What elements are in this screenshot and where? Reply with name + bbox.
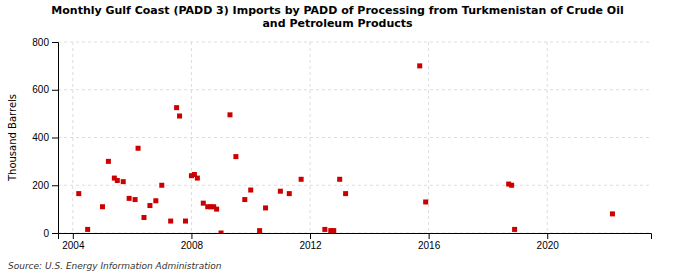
- y-axis-line: [52, 43, 59, 234]
- x-tick-label: 2020: [537, 240, 560, 251]
- x-tick: 2016: [418, 233, 441, 251]
- y-grid-line: [58, 42, 651, 43]
- x-tick-label: 2012: [299, 240, 322, 251]
- point: [257, 228, 262, 233]
- x-tick: 2020: [537, 233, 560, 251]
- point: [331, 228, 336, 233]
- point: [106, 159, 111, 164]
- point: [195, 176, 200, 181]
- y-tick-label: 200: [32, 180, 49, 191]
- x-tick-mark: [547, 233, 548, 239]
- x-grid-line: [310, 42, 311, 233]
- point: [133, 197, 138, 202]
- y-axis: 0 200 400 600 800: [32, 37, 58, 239]
- point: [509, 183, 514, 188]
- y-tick-mark: [52, 233, 58, 234]
- point: [127, 196, 132, 201]
- x-tick-label: 2008: [181, 240, 204, 251]
- point: [248, 188, 253, 193]
- x-tick-label: 2016: [418, 240, 441, 251]
- y-tick: 600: [32, 84, 58, 95]
- y-grid-line: [58, 89, 651, 90]
- point: [159, 183, 164, 188]
- y-tick-mark: [52, 42, 58, 43]
- y-tick-label: 0: [43, 228, 49, 239]
- x-tick-label: 2004: [62, 240, 85, 251]
- point: [242, 197, 247, 202]
- x-axis-line: [59, 234, 652, 240]
- x-grid-line: [191, 42, 192, 233]
- y-tick-mark: [52, 90, 58, 91]
- point: [153, 198, 158, 203]
- point: [227, 112, 232, 117]
- y-tick-label: 600: [32, 84, 49, 95]
- y-tick-label: 400: [32, 132, 49, 143]
- y-tick-mark: [52, 185, 58, 186]
- point: [512, 227, 517, 232]
- point: [214, 207, 219, 212]
- point: [287, 191, 292, 196]
- point: [278, 189, 283, 194]
- source: Source: U.S. Energy Information Administ…: [8, 261, 222, 271]
- x-tick: 2004: [62, 233, 85, 251]
- point: [121, 179, 126, 184]
- point: [417, 63, 422, 68]
- x-tick-mark: [429, 233, 430, 239]
- point: [183, 219, 188, 224]
- points: [76, 63, 615, 233]
- x-grid-line: [428, 42, 429, 233]
- point: [177, 114, 182, 119]
- point: [322, 227, 327, 232]
- y-tick: 200: [32, 180, 58, 191]
- point: [100, 204, 105, 209]
- point: [115, 178, 120, 183]
- point: [610, 211, 615, 216]
- point: [219, 231, 224, 234]
- x-tick-mark: [310, 233, 311, 239]
- y-tick: 400: [32, 132, 58, 143]
- point: [136, 146, 141, 151]
- point: [343, 191, 348, 196]
- point: [337, 177, 342, 182]
- y-tick: 800: [32, 37, 58, 48]
- grid: [58, 42, 651, 233]
- x-tick-mark: [73, 233, 74, 239]
- point: [141, 215, 146, 220]
- point: [174, 105, 179, 110]
- x-axis: 2004 2008 2012 2016 2020: [59, 233, 652, 251]
- y-grid-line: [58, 185, 651, 186]
- point: [423, 199, 428, 204]
- y-tick-label: 800: [32, 37, 49, 48]
- y-axis-label: Thousand Barrels: [7, 94, 18, 182]
- point: [168, 219, 173, 224]
- x-grid-line: [72, 42, 73, 233]
- plot-area: 2004 2008 2012 2016 2020 0 200 400 600 800: [32, 37, 651, 251]
- y-grid-line: [58, 137, 651, 138]
- x-grid-line: [547, 42, 548, 233]
- point: [201, 201, 206, 206]
- point: [76, 191, 81, 196]
- chart: 2004 2008 2012 2016 2020 0 200 400 600 800Monthly…: [0, 0, 675, 275]
- point: [233, 154, 238, 159]
- point: [147, 203, 152, 208]
- x-tick: 2008: [181, 233, 204, 251]
- y-tick: 0: [43, 228, 58, 239]
- x-tick-mark: [191, 233, 192, 239]
- x-tick: 2012: [299, 233, 322, 251]
- y-tick-mark: [52, 138, 58, 139]
- point: [299, 177, 304, 182]
- title: Monthly Gulf Coast (PADD 3) Imports by P…: [51, 4, 623, 30]
- point: [85, 227, 90, 232]
- point: [263, 205, 268, 210]
